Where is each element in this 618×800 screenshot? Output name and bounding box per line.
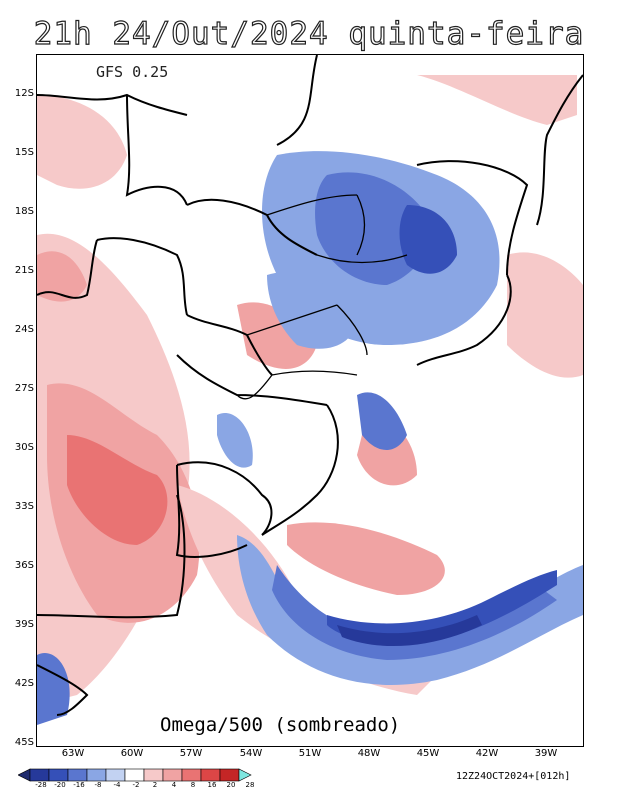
- map-title: 21h 24/Out/2024 quinta-feira: [33, 15, 585, 52]
- model-label: GFS 0.25: [96, 63, 169, 81]
- lon-tick-label: 57W: [179, 748, 203, 759]
- colorbar-swatch: [86, 768, 107, 782]
- colorbar-swatch: [162, 768, 183, 782]
- lat-tick-label: 15S: [14, 147, 34, 158]
- colorbar-swatches: [18, 768, 252, 782]
- lat-tick-label: 21S: [14, 265, 34, 276]
- colorbar-level-label: 2: [152, 781, 158, 789]
- country-boundaries: [37, 55, 583, 716]
- colorbar-level-label: -28: [35, 781, 47, 789]
- lon-tick-label: 48W: [357, 748, 381, 759]
- colorbar-level-label: 8: [190, 781, 196, 789]
- lat-tick-label: 24S: [14, 324, 34, 335]
- lat-tick-label: 36S: [14, 560, 34, 571]
- state-boundaries: [236, 194, 408, 400]
- colorbar-level-label: 4: [171, 781, 177, 789]
- colorbar-swatch: [67, 768, 88, 782]
- lon-tick-label: 42W: [475, 748, 499, 759]
- lon-tick-label: 60W: [120, 748, 144, 759]
- lat-tick-label: 30S: [14, 442, 34, 453]
- colorbar-level-label: -16: [73, 781, 85, 789]
- lon-tick-label: 54W: [239, 748, 263, 759]
- colorbar-level-label: 28: [245, 781, 255, 789]
- lat-tick-label: 12S: [14, 88, 34, 99]
- colorbar-swatch: [48, 768, 69, 782]
- colorbar: [18, 768, 252, 782]
- map-panel: [36, 54, 584, 747]
- colorbar-swatch: [29, 768, 50, 782]
- lat-tick-label: 45S: [14, 737, 34, 748]
- lon-tick-label: 45W: [416, 748, 440, 759]
- colorbar-swatch: [181, 768, 202, 782]
- lat-tick-label: 42S: [14, 678, 34, 689]
- colorbar-level-label: -2: [132, 781, 140, 789]
- lat-tick-label: 27S: [14, 383, 34, 394]
- colorbar-level-label: -4: [113, 781, 121, 789]
- colorbar-swatch: [105, 768, 126, 782]
- lon-tick-label: 63W: [61, 748, 85, 759]
- run-info: 12Z24OCT2024+[012h]: [456, 771, 571, 782]
- colorbar-swatch: [143, 768, 164, 782]
- lat-tick-label: 33S: [14, 501, 34, 512]
- colorbar-swatch: [200, 768, 221, 782]
- colorbar-level-label: 20: [226, 781, 236, 789]
- colorbar-swatch: [18, 768, 31, 782]
- omega-map: [37, 55, 583, 725]
- colorbar-swatch: [219, 768, 240, 782]
- colorbar-level-label: 16: [207, 781, 217, 789]
- colorbar-level-label: -8: [94, 781, 102, 789]
- colorbar-swatch: [124, 768, 145, 782]
- lat-tick-label: 39S: [14, 619, 34, 630]
- colorbar-level-label: -20: [54, 781, 66, 789]
- omega-shading: [37, 75, 583, 725]
- lon-tick-label: 39W: [534, 748, 558, 759]
- lat-tick-label: 18S: [14, 206, 34, 217]
- lon-tick-label: 51W: [298, 748, 322, 759]
- colorbar-swatch: [238, 768, 252, 782]
- field-label: Omega/500 (sombreado): [160, 714, 401, 736]
